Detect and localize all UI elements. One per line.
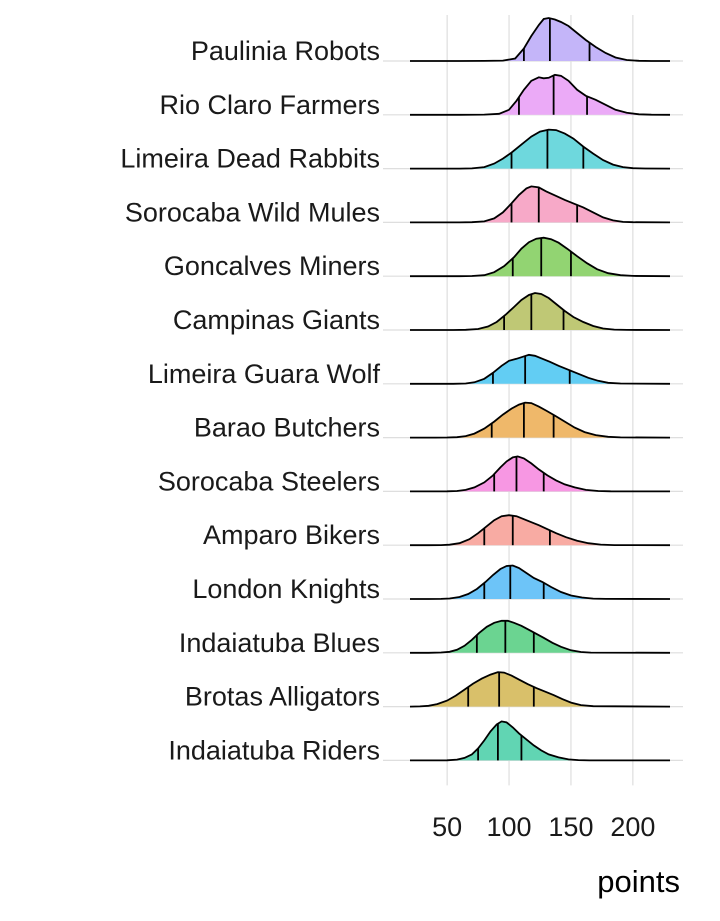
ridge-area [410,74,670,115]
ridge-campinas-giants [410,292,671,331]
ridge-outline [410,236,671,278]
ridge-area [410,515,670,546]
category-label: Amparo Bikers [203,520,380,550]
ridge-barao-butchers [410,401,671,439]
ridge-limeira-guara-wolf [410,353,671,385]
ridge-area [410,129,670,169]
category-label: Campinas Giants [173,305,380,335]
ridge-brotas-alligators [409,671,671,708]
ridge-area [410,721,670,761]
ridges-layer [409,17,671,762]
grid-layer [383,15,683,786]
ridge-outline [410,353,671,385]
category-labels: Paulinia Robots Rio Claro Farmers Limeira … [120,36,380,765]
category-label: Indaiatuba Riders [168,735,380,765]
ridge-area [410,672,670,707]
x-axis-tick-labels: 50 100 150 200 [432,812,655,842]
ridge-indaiatuba-blues [410,619,671,654]
ridge-area [410,18,670,61]
category-label: Indaiatuba Blues [179,628,380,658]
ridge-area [410,565,670,599]
ridge-outline [410,185,671,224]
x-axis-title: points [597,864,680,899]
x-tick-label: 200 [610,812,655,842]
x-tick-label: 150 [548,812,593,842]
ridge-outline [410,619,671,654]
ridge-indaiatuba-riders [410,720,670,762]
ridge-outline [410,292,671,331]
x-tick-label: 50 [432,812,462,842]
ridge-goncalves-miners [410,236,671,278]
ridge-amparo-bikers [410,514,671,547]
x-tick-label: 100 [487,812,532,842]
ridge-sorocaba-steelers [410,455,671,493]
category-label: Limeira Guara Wolf [148,359,381,389]
ridge-sorocaba-wild-mules [410,185,671,224]
ridge-outline [410,720,670,762]
ridge-area [410,456,670,492]
ridge-outline [410,455,671,493]
ridge-outline [409,671,671,708]
ridge-outline [410,128,671,170]
category-label: Limeira Dead Rabbits [120,144,380,174]
ridge-outline [410,514,671,547]
ridge-area [410,237,670,277]
ridge-paulinia-robots [410,17,670,62]
ridge-london-knights [410,564,671,600]
ridge-rio-claro-farmers [410,73,671,116]
category-label: Rio Claro Farmers [159,90,380,120]
category-label: Brotas Alligators [185,682,380,712]
ridge-outline [410,401,671,439]
ridge-area [410,186,670,223]
category-label: Sorocaba Wild Mules [125,197,380,227]
category-label: Barao Butchers [194,413,380,443]
category-label: London Knights [192,574,380,604]
ridge-outline [410,73,671,116]
category-label: Paulinia Robots [191,36,380,66]
ridge-outline [410,564,671,600]
ridge-limeira-dead-rabbits [410,128,671,170]
ridge-area [410,293,670,330]
category-label: Sorocaba Steelers [158,466,380,496]
ridge-area [410,354,670,384]
category-label: Goncalves Miners [164,251,380,281]
ridge-outline [410,17,670,62]
ridge-area [410,402,670,438]
